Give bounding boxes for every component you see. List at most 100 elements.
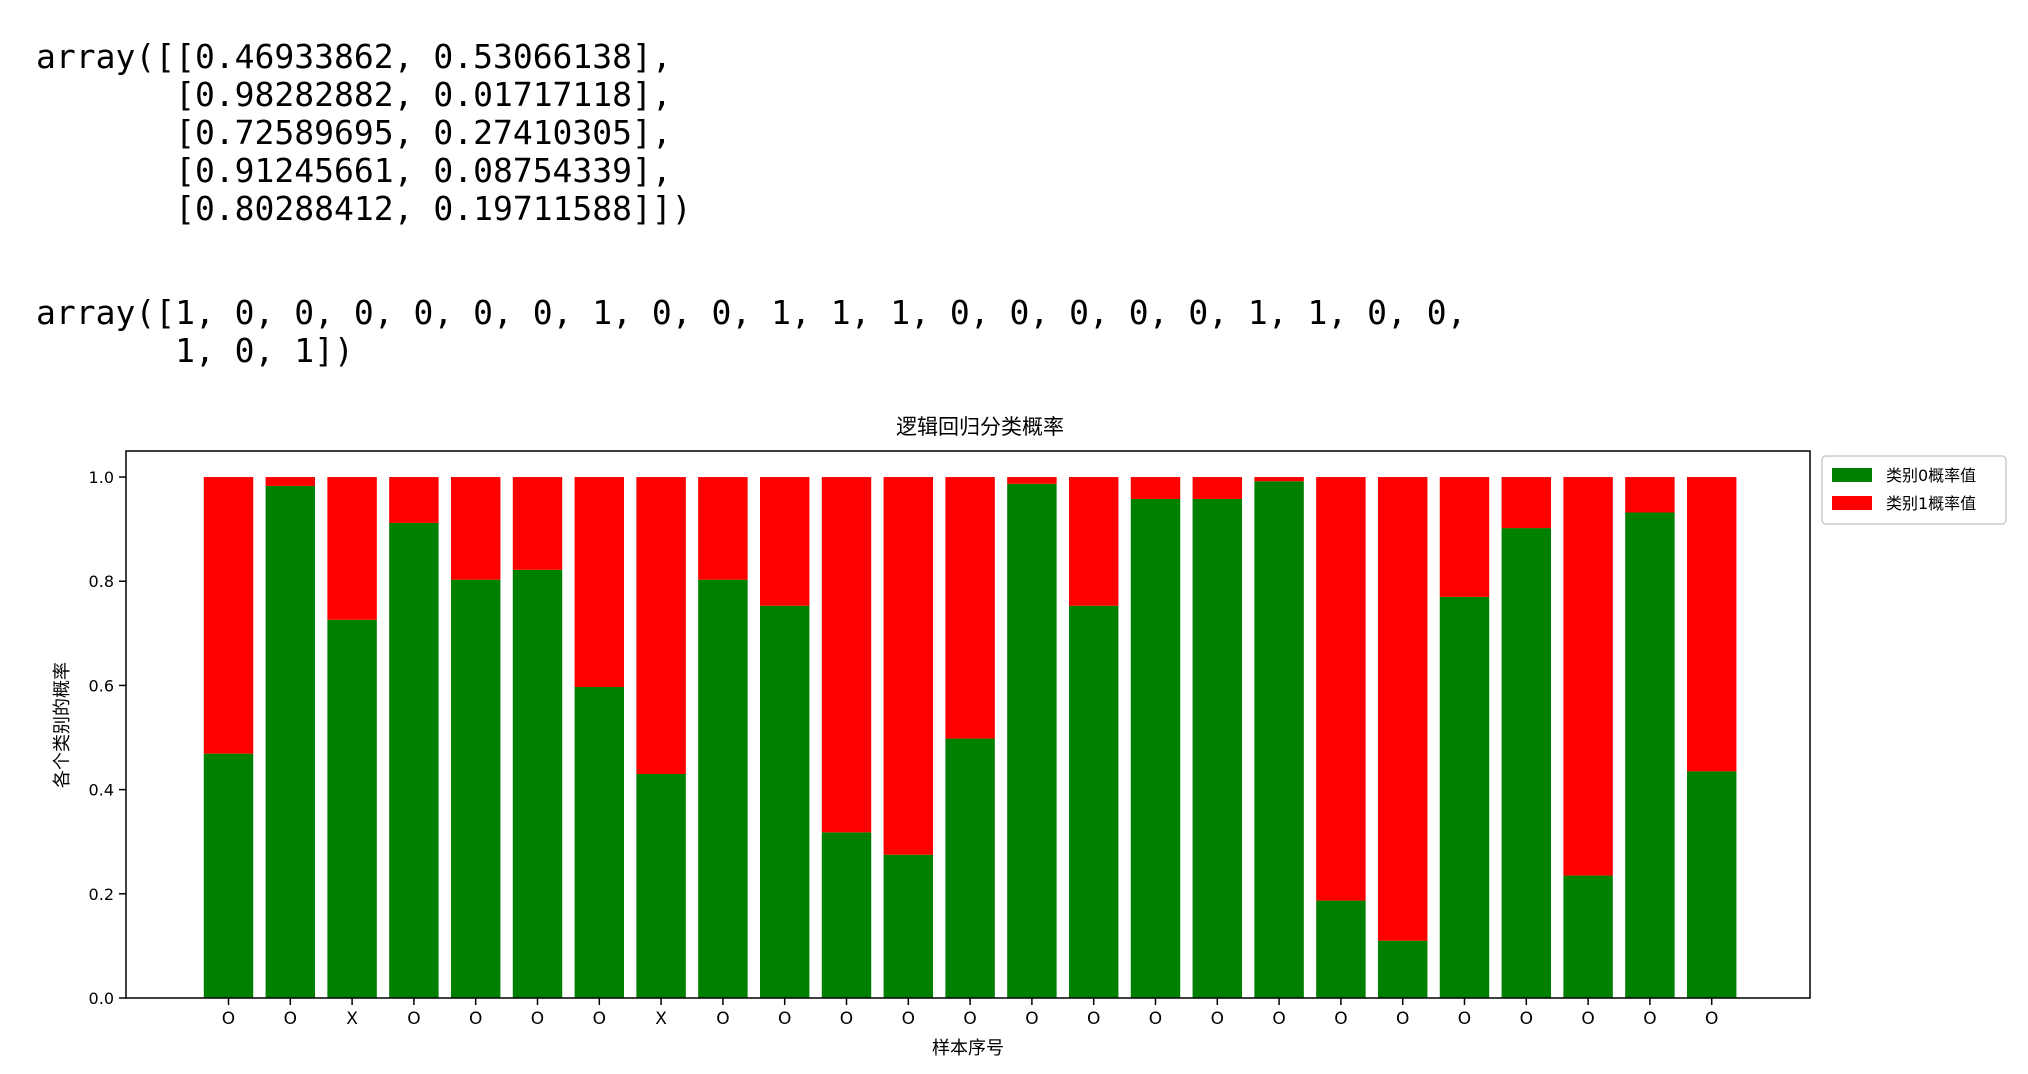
x-tick-label: O <box>1149 1009 1162 1029</box>
x-tick-label: O <box>593 1009 606 1029</box>
x-tick-label: O <box>1396 1009 1409 1029</box>
class0-bar <box>1130 498 1181 998</box>
x-tick-label: O <box>1643 1009 1656 1029</box>
class0-bar <box>821 832 872 998</box>
class0-bar <box>883 854 934 998</box>
y-axis: 0.0 0.2 0.4 0.6 0.8 1.0 <box>89 468 126 1008</box>
class0-bar <box>1007 483 1057 998</box>
class1-bar <box>759 477 810 606</box>
class0-bar <box>203 753 254 998</box>
x-tick-label: O <box>1025 1009 1038 1029</box>
class0-bar <box>389 522 439 998</box>
probability-chart: 逻辑回归分类概率 0.0 0.2 0.4 0.6 0.8 1.0 O O X O O O O X O O O O… <box>52 415 2007 1059</box>
code-line: array([[0.46933862, 0.53066138], <box>36 37 672 76</box>
class1-bar <box>450 477 501 580</box>
x-tick-label: O <box>778 1009 791 1029</box>
legend-label: 类别1概率值 <box>1886 494 1976 513</box>
class1-bar <box>636 477 686 774</box>
class0-bar <box>450 579 501 998</box>
class1-bar <box>698 477 748 580</box>
x-tick-label: O <box>1087 1009 1100 1029</box>
legend-swatch <box>1832 496 1872 510</box>
class0-bar <box>327 619 377 998</box>
class1-bar <box>1068 477 1119 606</box>
x-tick-label: O <box>407 1009 420 1029</box>
x-tick-label: O <box>222 1009 235 1029</box>
class1-bar <box>1316 477 1366 901</box>
x-tick-label: O <box>963 1009 976 1029</box>
x-tick-label: O <box>1581 1009 1594 1029</box>
x-tick-label: O <box>1520 1009 1533 1029</box>
class0-bar <box>945 738 995 998</box>
code-line: [0.72589695, 0.27410305], <box>36 113 672 152</box>
y-tick-label: 0.8 <box>89 572 114 591</box>
class0-bar <box>1254 481 1304 999</box>
class1-bar <box>883 477 934 855</box>
x-tick-label: O <box>902 1009 915 1029</box>
class0-bar <box>1377 940 1428 998</box>
bars-layer <box>203 477 1737 999</box>
class1-bar <box>945 477 995 739</box>
probability-output: array([[0.46933862, 0.53066138], [0.9828… <box>36 38 692 228</box>
class0-bar <box>1501 528 1552 998</box>
class0-bar <box>512 569 563 998</box>
chart-title: 逻辑回归分类概率 <box>896 415 1064 439</box>
class1-bar <box>1501 477 1552 529</box>
class1-bar <box>389 477 439 523</box>
class1-bar <box>1192 477 1243 499</box>
class1-bar <box>1563 477 1613 876</box>
class0-bar <box>265 485 316 998</box>
y-tick-label: 0.0 <box>89 989 114 1008</box>
class1-bar <box>1007 477 1057 484</box>
x-tick-label: O <box>840 1009 853 1029</box>
class1-bar <box>1130 477 1181 499</box>
code-line: [0.91245661, 0.08754339], <box>36 151 672 190</box>
code-line: array([1, 0, 0, 0, 0, 0, 0, 1, 0, 0, 1, … <box>36 293 1467 332</box>
x-tick-label: O <box>531 1009 544 1029</box>
x-tick-label: X <box>346 1009 358 1029</box>
class1-bar <box>1377 477 1428 941</box>
y-tick-label: 0.6 <box>89 676 114 695</box>
class1-bar <box>265 477 316 486</box>
y-tick-label: 0.4 <box>89 781 114 800</box>
class1-bar <box>1254 477 1304 482</box>
class1-bar <box>821 477 872 833</box>
x-tick-label: O <box>1458 1009 1471 1029</box>
code-line: 1, 0, 1]) <box>36 331 354 370</box>
class1-bar <box>203 477 254 754</box>
y-axis-label: 各个类别的概率 <box>52 662 73 788</box>
class1-bar <box>327 477 377 620</box>
class0-bar <box>1068 605 1119 998</box>
plot-frame <box>125 450 1811 999</box>
legend-swatch <box>1832 468 1872 482</box>
code-line: [0.98282882, 0.01717118], <box>36 75 672 114</box>
legend-label: 类别0概率值 <box>1886 466 1976 485</box>
code-line: [0.80288412, 0.19711588]]) <box>36 189 692 228</box>
class1-bar <box>574 477 625 687</box>
class0-bar <box>1192 498 1243 998</box>
x-tick-label: X <box>655 1009 667 1029</box>
x-tick-label: O <box>1272 1009 1285 1029</box>
class0-bar <box>1625 512 1675 998</box>
class0-bar <box>574 686 625 998</box>
x-tick-label: O <box>716 1009 729 1029</box>
class0-bar <box>759 605 810 998</box>
class0-bar <box>1439 596 1490 998</box>
x-tick-label: O <box>1334 1009 1347 1029</box>
class0-bar <box>1686 771 1737 998</box>
class1-bar <box>512 477 563 570</box>
x-tick-label: O <box>469 1009 482 1029</box>
class1-bar <box>1686 477 1737 772</box>
prediction-output: array([1, 0, 0, 0, 0, 0, 0, 1, 0, 0, 1, … <box>36 294 1466 370</box>
x-tick-label: O <box>1705 1009 1718 1029</box>
class0-bar <box>1563 875 1613 998</box>
class1-bar <box>1625 477 1675 513</box>
x-tick-label: O <box>284 1009 297 1029</box>
y-tick-label: 1.0 <box>89 468 114 487</box>
class0-bar <box>1316 900 1366 998</box>
class1-bar <box>1439 477 1490 597</box>
x-tick-label: O <box>1211 1009 1224 1029</box>
class0-bar <box>636 773 686 998</box>
